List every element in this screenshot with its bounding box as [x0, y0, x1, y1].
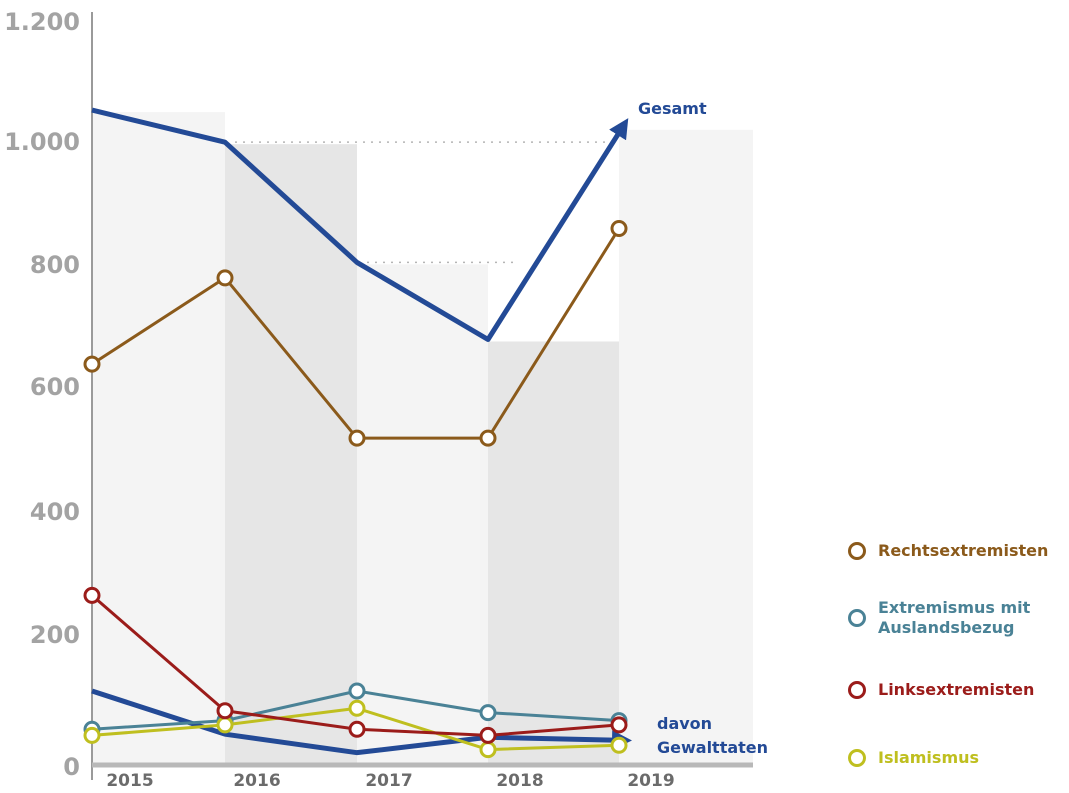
annotation-davon: davon [657, 714, 712, 733]
x-tick-label-2015: 2015 [106, 771, 153, 791]
point-islamismus-2016 [216, 716, 234, 734]
point-islamismus-2015 [83, 726, 101, 744]
y-tick-label: 1.000 [4, 128, 80, 156]
point-islamismus-2019 [610, 736, 628, 754]
series-line-davon-gewalttaten [91, 688, 632, 756]
x-tick-labels: 2015 2016 2017 2018 2019 [106, 771, 674, 791]
y-tick-label: 1.200 [4, 8, 80, 36]
band-2017 [357, 264, 488, 765]
point-rechtsextremisten-2016 [216, 269, 234, 287]
annotation-gewalttaten: Gewalttaten [657, 738, 768, 757]
legend-item-rechtsextremisten: Rechtsextremisten [848, 541, 1048, 561]
background-bands [92, 112, 753, 766]
axes [91, 12, 753, 780]
y-tick-label: 400 [30, 498, 80, 526]
legend-label: Islamismus [878, 748, 980, 767]
x-tick-label-2019: 2019 [627, 771, 674, 791]
annotation-gesamt: Gesamt [638, 99, 707, 118]
y-tick-labels: 0 200 400 600 800 1.000 1.200 [4, 8, 80, 781]
legend-item-linksextremisten: Linksextremisten [848, 680, 1034, 700]
legend-label: Rechtsextremisten [878, 541, 1049, 560]
point-linksextremisten-2016 [216, 702, 234, 720]
legend-item-islamismus: Islamismus [848, 748, 979, 768]
point-linksextremisten-2018 [479, 726, 497, 744]
y-tick-label: 600 [30, 373, 80, 401]
point-rechtsextremisten-2017 [348, 429, 366, 447]
point-islamismus-2018 [479, 741, 497, 759]
legend-label: Extremismus mit Auslandsbezug [878, 598, 1030, 638]
x-tick-label-2017: 2017 [365, 771, 412, 791]
point-linksextremisten-2019 [610, 716, 628, 734]
band-2018 [488, 341, 619, 765]
band-2015 [92, 112, 225, 766]
point-linksextremisten-2017 [348, 720, 366, 738]
point-rechtsextremisten-2019 [610, 220, 628, 237]
series-points [83, 220, 628, 759]
legend-marker-rechtsextremisten [848, 542, 866, 560]
x-tick-label-2018: 2018 [496, 771, 543, 791]
point-rechtsextremisten-2015 [83, 355, 101, 373]
y-tick-label: 200 [30, 621, 80, 649]
point-extremismus-mit-auslandsbezug-2018 [479, 704, 497, 722]
legend-marker-linksextremisten [848, 681, 866, 699]
legend-label-line2: Auslandsbezug [878, 618, 1015, 637]
point-linksextremisten-2015 [83, 586, 101, 604]
point-islamismus-2017 [348, 699, 366, 717]
band-2016 [225, 144, 357, 765]
point-rechtsextremisten-2018 [479, 429, 497, 447]
y-tick-label: 800 [30, 251, 80, 279]
legend-label-line1: Extremismus mit [878, 598, 1031, 617]
series-line-gesamt [91, 107, 629, 342]
legend-label: Linksextremisten [878, 680, 1035, 699]
legend-marker-extremismus [848, 609, 866, 627]
band-2019 [619, 129, 753, 766]
legend-marker-islamismus [848, 749, 866, 767]
reference-lines [235, 141, 614, 264]
point-extremismus-mit-auslandsbezug-2017 [348, 682, 366, 700]
annotations: Gesamt davon Gewalttaten [638, 99, 768, 757]
x-tick-label-2016: 2016 [233, 771, 280, 791]
y-tick-label: 0 [63, 753, 80, 781]
legend-item-extremismus-mit-auslandsbezug: Extremismus mit Auslandsbezug [848, 598, 1030, 638]
